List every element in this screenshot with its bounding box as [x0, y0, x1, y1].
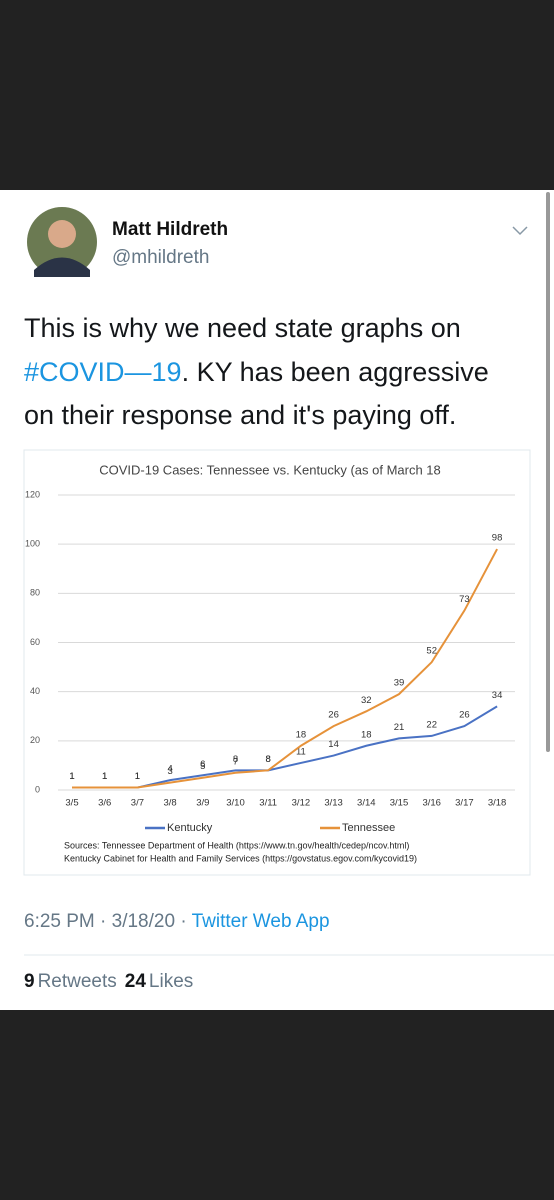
- y-tick-label: 100: [25, 539, 40, 549]
- y-tick-label: 0: [35, 784, 40, 794]
- data-label: 32: [361, 695, 372, 706]
- data-label: 1: [135, 771, 140, 782]
- x-tick-label: 3/17: [455, 798, 474, 809]
- x-tick-label: 3/6: [98, 798, 111, 809]
- x-tick-label: 3/13: [324, 798, 343, 809]
- x-tick-label: 3/16: [422, 798, 441, 809]
- data-label: 8: [266, 754, 271, 765]
- tweet-text: on their response and it's paying off.: [24, 400, 456, 430]
- tweet-text: This is why we need state graphs on: [24, 313, 461, 343]
- user-name[interactable]: Matt Hildreth: [112, 219, 228, 240]
- x-tick-label: 3/12: [292, 798, 311, 809]
- x-tick-label: 3/7: [131, 798, 144, 809]
- menu-chevron[interactable]: [512, 226, 528, 236]
- scrollbar: [546, 192, 550, 752]
- data-label: 11: [296, 746, 306, 757]
- source-app[interactable]: Twitter Web App: [192, 911, 330, 932]
- x-tick-label: 3/9: [196, 798, 209, 809]
- data-label: 98: [492, 533, 503, 544]
- like-label[interactable]: Likes: [149, 971, 193, 992]
- chart: 0 20 40 60 80 100 120 3/5 3/6 3/7 3/8 3/9 3/10 3/11 3/…: [25, 489, 515, 863]
- y-tick-label: 120: [25, 489, 40, 499]
- y-tick-label: 60: [30, 637, 40, 647]
- bottom-band: [0, 1010, 554, 1200]
- source-note: Sources: Tennessee Department of Health …: [64, 840, 409, 850]
- series-line: [72, 548, 498, 789]
- engagement: 9 Retweets 24 Likes: [24, 971, 193, 992]
- avatar-body: [34, 257, 90, 277]
- data-label: 73: [459, 594, 470, 605]
- data-label: 1: [69, 771, 74, 782]
- retweet-label[interactable]: Retweets: [38, 971, 117, 992]
- chart-frame: [23, 449, 531, 876]
- chart-title: COVID-19 Cases: Tennessee vs. Kentucky (…: [99, 462, 441, 477]
- data-label: 21: [394, 722, 405, 733]
- data-label: 5: [200, 761, 205, 772]
- data-label: 4: [167, 764, 172, 775]
- legend-label: Tennessee: [342, 822, 395, 834]
- x-tick-label: 3/5: [65, 798, 78, 809]
- data-label: 26: [328, 710, 339, 721]
- retweet-count[interactable]: 9: [24, 971, 35, 992]
- data-label: 18: [296, 729, 307, 740]
- data-label: 52: [426, 646, 437, 657]
- top-band: [0, 0, 554, 190]
- data-label: 1: [69, 771, 74, 782]
- tweet-text: #COVID—19. KY has been aggressive: [24, 357, 489, 387]
- timestamp: 6:25 PM · 3/18/20 · Twitter Web App: [24, 911, 330, 932]
- avatar-face: [48, 220, 76, 248]
- x-tick-label: 3/11: [259, 798, 277, 809]
- x-tick-label: 3/10: [226, 798, 245, 809]
- x-tick-label: 3/15: [390, 798, 409, 809]
- y-tick-label: 40: [30, 686, 40, 696]
- user-handle[interactable]: @mhildreth: [112, 247, 209, 268]
- data-label: 1: [102, 771, 107, 782]
- x-tick-label: 3/8: [163, 798, 176, 809]
- data-label: 6: [200, 759, 205, 770]
- legend-label: Kentucky: [167, 822, 213, 834]
- data-label: 1: [102, 771, 107, 782]
- data-label: 18: [361, 729, 372, 740]
- data-label: 8: [233, 754, 238, 765]
- like-count[interactable]: 24: [125, 971, 147, 992]
- data-label: 34: [492, 690, 503, 701]
- source-note: Kentucky Cabinet for Health and Family S…: [64, 853, 417, 863]
- data-label: 8: [266, 754, 271, 765]
- data-label: 26: [459, 710, 470, 721]
- tweet-text-part: . KY has been aggressive: [182, 357, 489, 387]
- hashtag[interactable]: #COVID—19: [24, 357, 182, 387]
- data-label: 3: [167, 766, 172, 777]
- time: 6:25 PM · 3/18/20 ·: [24, 911, 192, 932]
- data-label: 1: [135, 771, 140, 782]
- data-label: 7: [233, 756, 238, 767]
- y-tick-label: 80: [30, 588, 40, 598]
- x-tick-label: 3/18: [488, 798, 507, 809]
- data-label: 22: [426, 719, 437, 730]
- x-tick-label: 3/14: [357, 798, 376, 809]
- data-label: 39: [394, 678, 405, 689]
- data-label: 14: [328, 739, 339, 750]
- y-tick-label: 20: [30, 735, 40, 745]
